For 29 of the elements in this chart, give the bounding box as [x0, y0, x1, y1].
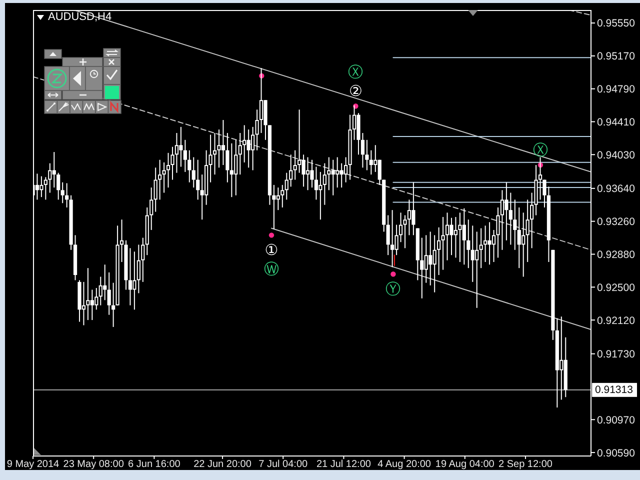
annotation: Ⓦ — [264, 260, 279, 278]
x-tick-label: 19 Aug 04:00 — [435, 459, 495, 470]
y-tick-label: 0.92120 — [597, 314, 636, 327]
x-tick-label: 4 Aug 20:00 — [378, 459, 432, 470]
y-tick-label: 0.93640 — [597, 183, 636, 196]
annotation: ① — [264, 241, 278, 260]
ref-line-label: 0.91313 — [595, 384, 634, 396]
y-tick-label: 0.95550 — [597, 18, 636, 30]
x-tick-label: 22 Jun 20:00 — [194, 459, 252, 470]
annotation: ② — [348, 82, 362, 100]
y-tick-label: 0.92880 — [597, 248, 636, 261]
y-tick-label: 0.92500 — [597, 282, 636, 294]
y-tick-label: 0.95170 — [597, 50, 636, 63]
y-tick-label: 0.94030 — [597, 149, 636, 162]
y-tick-label: 0.91730 — [597, 348, 636, 361]
x-tick-label: 7 Jul 04:00 — [258, 459, 308, 470]
y-tick-label: 0.90590 — [597, 447, 636, 460]
y-tick-label: 0.90970 — [597, 414, 636, 426]
annotation: Ⓨ — [386, 280, 401, 298]
y-tick-label: 0.93260 — [597, 216, 636, 228]
annotation: Ⓧ — [348, 63, 364, 82]
annotation: Ⓧ — [532, 141, 548, 160]
y-tick-label: 0.94410 — [597, 116, 636, 128]
x-tick-label: 2 Sep 12:00 — [498, 459, 553, 470]
y-tick-label: 0.94790 — [597, 84, 636, 96]
x-tick-label: 21 Jul 12:00 — [316, 459, 372, 470]
x-tick-label: 9 May 2014 — [6, 459, 60, 470]
x-tick-label: 6 Jun 16:00 — [128, 459, 181, 470]
x-tick-label: 23 May 08:00 — [63, 459, 124, 470]
